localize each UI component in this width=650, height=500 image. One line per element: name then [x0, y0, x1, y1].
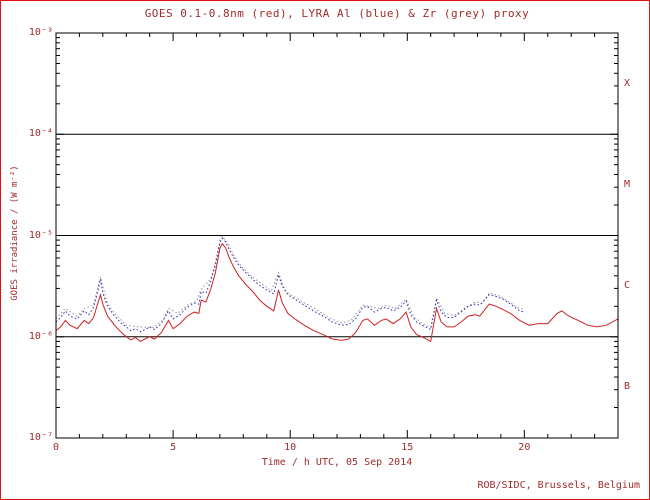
x-tick-label: 20: [518, 442, 531, 453]
x-tick-label: 5: [170, 442, 177, 453]
credit-text: ROB/SIDC, Brussels, Belgium: [477, 480, 640, 491]
x-tick-label: 10: [284, 442, 297, 453]
flare-class-label: C: [624, 280, 631, 292]
plot-box: [55, 32, 619, 439]
series-goes-xray: [55, 242, 619, 343]
chart-title: GOES 0.1-0.8nm (red), LYRA Al (blue) & Z…: [144, 7, 530, 20]
x-tick-label: 15: [401, 442, 414, 453]
series-lyra-al-proxy: [55, 237, 525, 333]
y-tick-label: 10⁻³: [28, 27, 53, 38]
y-tick-label: 10⁻⁷: [28, 432, 53, 443]
x-tick-label: 0: [52, 442, 60, 453]
y-tick-label: 10⁻⁴: [28, 128, 53, 140]
y-tick-label: 10⁻⁶: [28, 330, 53, 342]
series-lyra-zr-proxy: [55, 235, 525, 329]
flare-class-label: M: [624, 178, 631, 190]
y-tick-label: 10⁻⁵: [28, 229, 53, 241]
flare-class-label: B: [624, 381, 631, 393]
flare-class-label: X: [624, 77, 631, 89]
x-axis-label: Time / h UTC, 05 Sep 2014: [261, 457, 413, 468]
